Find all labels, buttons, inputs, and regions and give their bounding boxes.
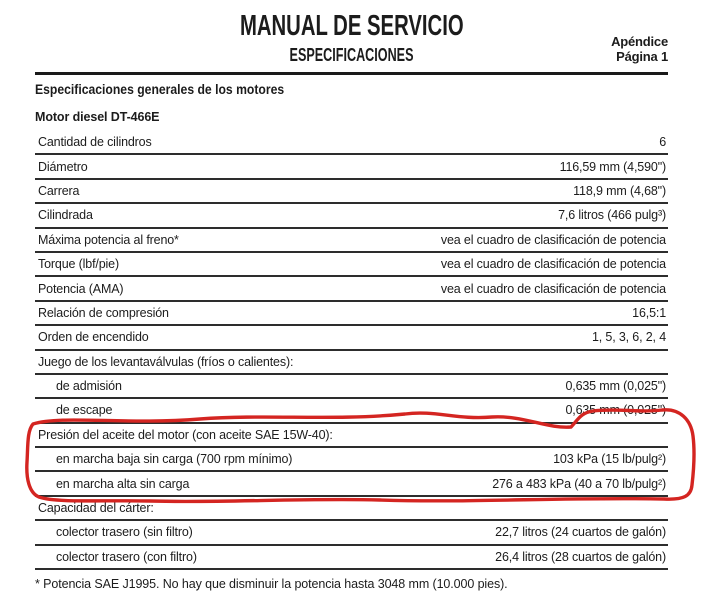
- row-orden-encendido: Orden de encendido 1, 5, 3, 6, 2, 4: [35, 326, 668, 351]
- row-diametro: Diámetro 116,59 mm (4,590"): [35, 155, 668, 180]
- page-corner-info: Apéndice Página 1: [611, 34, 668, 64]
- manual-page: MANUAL DE SERVICIO ESPECIFICACIONES Apén…: [35, 0, 668, 616]
- spec-value: vea el cuadro de clasificación de potenc…: [440, 257, 666, 272]
- spec-label: en marcha alta sin carga: [56, 476, 190, 491]
- spec-value: 103 kPa (15 lb/pulg²): [553, 452, 666, 467]
- row-colector-sin-filtro: colector trasero (sin filtro) 22,7 litro…: [35, 521, 668, 546]
- row-relacion-compresion: Relación de compresión 16,5:1: [35, 302, 668, 327]
- spec-label: Torque (lbf/pie): [38, 257, 119, 272]
- page-subtitle: ESPECIFICACIONES: [35, 46, 668, 64]
- spec-value: 22,7 litros (24 cuartos de galón): [495, 525, 666, 540]
- row-presion-aceite: Presión del aceite del motor (con aceite…: [35, 424, 668, 449]
- footnote: * Potencia SAE J1995. No hay que disminu…: [35, 577, 508, 591]
- row-cantidad-cilindros: Cantidad de cilindros 6: [35, 131, 668, 156]
- spec-value: 7,6 litros (466 pulg³): [558, 208, 666, 223]
- row-capacidad-carter: Capacidad del cárter:: [35, 497, 668, 522]
- row-juego-admision: de admisión 0,635 mm (0,025"): [35, 375, 668, 400]
- spec-label: colector trasero (sin filtro): [56, 525, 193, 540]
- spec-value: 6: [659, 135, 666, 150]
- spec-label: Cantidad de cilindros: [38, 135, 152, 150]
- spec-label: Juego de los levantaválvulas (fríos o ca…: [38, 354, 294, 369]
- page-title: MANUAL DE SERVICIO: [35, 12, 668, 41]
- row-colector-con-filtro: colector trasero (con filtro) 26,4 litro…: [35, 546, 668, 571]
- spec-label: Capacidad del cárter:: [38, 501, 154, 516]
- spec-label: Potencia (AMA): [38, 281, 124, 296]
- spec-label: Cilindrada: [38, 208, 93, 223]
- spec-table: Cantidad de cilindros 6 Diámetro 116,59 …: [35, 131, 668, 571]
- corner-appendix: Apéndice: [611, 34, 668, 49]
- spec-label: de escape: [56, 403, 113, 418]
- spec-value: vea el cuadro de clasificación de potenc…: [440, 232, 666, 247]
- row-presion-marcha-baja: en marcha baja sin carga (700 rpm mínimo…: [35, 448, 668, 473]
- spec-value: 1, 5, 3, 6, 2, 4: [591, 330, 666, 345]
- spec-value: 0,635 mm (0,025"): [565, 403, 666, 418]
- spec-value: 26,4 litros (28 cuartos de galón): [495, 549, 666, 564]
- spec-label: Máxima potencia al freno*: [38, 232, 179, 247]
- row-maxima-potencia-freno: Máxima potencia al freno* vea el cuadro …: [35, 229, 668, 253]
- row-presion-marcha-alta: en marcha alta sin carga 276 a 483 kPa (…: [35, 472, 668, 497]
- row-juego-levantavalvulas: Juego de los levantaválvulas (fríos o ca…: [35, 351, 668, 375]
- corner-page-number: Página 1: [616, 49, 668, 64]
- section-heading: Especificaciones generales de los motore…: [35, 81, 285, 97]
- spec-label: Relación de compresión: [38, 305, 169, 320]
- page-title-text: MANUAL DE SERVICIO: [239, 10, 464, 42]
- spec-label: Diámetro: [38, 159, 88, 174]
- spec-value: vea el cuadro de clasificación de potenc…: [440, 281, 666, 296]
- row-carrera: Carrera 118,9 mm (4,68"): [35, 180, 668, 205]
- page-subtitle-text: ESPECIFICACIONES: [289, 45, 414, 65]
- spec-value: 118,9 mm (4,68"): [573, 183, 666, 198]
- spec-label: de admisión: [56, 379, 122, 394]
- spec-value: 0,635 mm (0,025"): [565, 379, 666, 394]
- row-juego-escape: de escape 0,635 mm (0,025"): [35, 399, 668, 424]
- row-cilindrada: Cilindrada 7,6 litros (466 pulg³): [35, 204, 668, 229]
- row-potencia-ama: Potencia (AMA) vea el cuadro de clasific…: [35, 277, 668, 302]
- spec-label: en marcha baja sin carga (700 rpm mínimo…: [56, 452, 293, 467]
- spec-value: 116,59 mm (4,590"): [559, 159, 667, 174]
- spec-label: Carrera: [38, 183, 80, 198]
- spec-label: Presión del aceite del motor (con aceite…: [38, 427, 333, 442]
- spec-label: Orden de encendido: [38, 330, 149, 345]
- row-torque: Torque (lbf/pie) vea el cuadro de clasif…: [35, 253, 668, 278]
- spec-value: 276 a 483 kPa (40 a 70 lb/pulg²): [492, 476, 666, 491]
- spec-label: colector trasero (con filtro): [56, 549, 197, 564]
- spec-value: 16,5:1: [632, 305, 666, 320]
- header-divider: [35, 72, 668, 75]
- motor-model-heading: Motor diesel DT-466E: [35, 110, 160, 124]
